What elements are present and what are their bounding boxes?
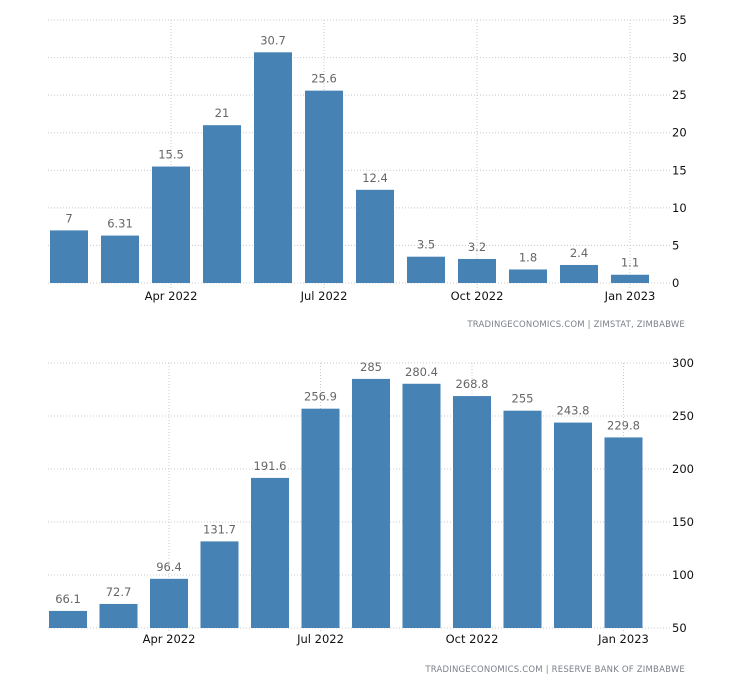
bar xyxy=(150,578,188,628)
bar xyxy=(50,230,88,283)
data-label: 72.7 xyxy=(106,585,132,599)
data-label: 21 xyxy=(215,106,230,120)
bar xyxy=(503,410,542,628)
bar xyxy=(407,256,445,283)
bar xyxy=(554,422,592,628)
source-label: TRADINGECONOMICS.COM | RESERVE BANK OF Z… xyxy=(424,665,685,675)
data-label: 191.6 xyxy=(254,459,287,473)
bar xyxy=(356,189,394,283)
x-tick-label: Jul 2022 xyxy=(296,632,344,646)
data-label: 1.8 xyxy=(519,250,537,264)
x-tick-label: Oct 2022 xyxy=(451,289,504,303)
x-tick-label: Jan 2023 xyxy=(597,632,649,646)
data-label: 280.4 xyxy=(405,365,438,379)
bar xyxy=(453,396,491,628)
data-label: 131.7 xyxy=(203,522,236,536)
data-label: 1.1 xyxy=(621,256,639,270)
data-label: 268.8 xyxy=(456,377,489,391)
bar xyxy=(604,437,643,628)
bar xyxy=(200,541,239,628)
data-label: 3.5 xyxy=(417,238,435,252)
inflation-chart: 0 5 10 15 20 25 30 35 Apr 2022 Jul 2022 Oct 2022 Ja… xyxy=(48,13,687,303)
bar xyxy=(611,274,649,283)
data-label: 7 xyxy=(65,211,72,225)
source-label: TRADINGECONOMICS.COM | ZIMSTAT, ZIMBABWE xyxy=(466,320,685,330)
data-label: 3.2 xyxy=(468,240,486,254)
y-tick-label: 100 xyxy=(672,568,694,582)
data-label: 6.31 xyxy=(107,217,133,231)
y-tick-label: 150 xyxy=(672,515,694,529)
data-label: 2.4 xyxy=(570,246,588,260)
x-tick-label: Apr 2022 xyxy=(143,632,196,646)
bar xyxy=(254,52,292,283)
data-label: 25.6 xyxy=(311,72,337,86)
bar xyxy=(402,383,441,628)
y-tick-label: 25 xyxy=(672,88,687,102)
bar xyxy=(152,166,190,283)
bar xyxy=(458,258,496,283)
bar xyxy=(99,603,138,628)
x-tick-label: Jul 2022 xyxy=(300,289,348,303)
x-tick-label: Oct 2022 xyxy=(446,632,499,646)
x-tick-label: Jan 2023 xyxy=(604,289,656,303)
y-tick-label: 0 xyxy=(672,276,679,290)
y-tick-label: 5 xyxy=(672,238,679,252)
bar xyxy=(560,264,598,283)
data-label: 256.9 xyxy=(304,390,337,404)
bar xyxy=(352,378,390,628)
data-label: 96.4 xyxy=(156,560,182,574)
bar xyxy=(49,610,87,628)
bar xyxy=(301,408,340,628)
y-tick-label: 35 xyxy=(672,13,687,27)
interest-rate-chart: 50 100 150 200 250 300 Apr 2022 Jul 2022 Oct 202… xyxy=(48,356,694,646)
data-label: 15.5 xyxy=(158,148,184,162)
data-label: 66.1 xyxy=(55,592,81,606)
data-label: 30.7 xyxy=(260,33,286,47)
y-tick-label: 250 xyxy=(672,409,694,423)
y-tick-label: 10 xyxy=(672,201,687,215)
bar xyxy=(509,269,547,283)
data-label: 285 xyxy=(360,360,382,374)
bar xyxy=(101,235,139,283)
data-label: 229.8 xyxy=(607,418,640,432)
bar xyxy=(203,125,241,283)
y-tick-label: 30 xyxy=(672,51,687,65)
data-label: 243.8 xyxy=(557,404,590,418)
y-tick-label: 300 xyxy=(672,356,694,370)
x-tick-label: Apr 2022 xyxy=(145,289,198,303)
y-tick-label: 15 xyxy=(672,163,687,177)
bar xyxy=(305,90,343,284)
y-tick-label: 50 xyxy=(672,621,687,635)
y-tick-label: 20 xyxy=(672,126,687,140)
data-label: 12.4 xyxy=(362,171,388,185)
y-tick-label: 200 xyxy=(672,462,694,476)
bar xyxy=(251,477,289,628)
data-label: 255 xyxy=(512,392,534,406)
